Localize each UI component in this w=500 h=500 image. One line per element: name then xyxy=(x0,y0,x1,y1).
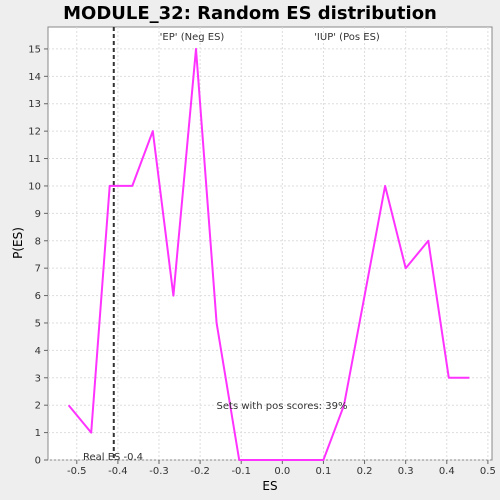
y-tick-label: 14 xyxy=(28,72,41,83)
x-tick-label: -0.1 xyxy=(231,466,251,477)
real-es-label: Real ES -0.4 xyxy=(83,452,143,463)
pos-es-label: 'IUP' (Pos ES) xyxy=(314,32,380,43)
x-tick-label: 0.0 xyxy=(274,466,290,477)
y-tick-label: 15 xyxy=(28,44,41,55)
y-tick-label: 2 xyxy=(35,401,41,412)
x-tick-label: 0.4 xyxy=(439,466,455,477)
y-tick-label: 0 xyxy=(35,456,41,467)
y-tick-label: 5 xyxy=(35,318,41,329)
neg-es-label: 'EP' (Neg ES) xyxy=(160,32,225,43)
x-tick-label: 0.2 xyxy=(357,466,373,477)
y-tick-label: 4 xyxy=(35,346,41,357)
y-tick-label: 6 xyxy=(35,291,41,302)
x-tick-label: -0.3 xyxy=(149,466,169,477)
x-tick-label: 0.1 xyxy=(315,466,331,477)
x-axis-label: ES xyxy=(262,479,277,493)
y-tick-label: 12 xyxy=(28,127,41,138)
y-tick-label: 1 xyxy=(35,428,41,439)
x-tick-label: -0.4 xyxy=(108,466,128,477)
y-axis-label: P(ES) xyxy=(11,227,25,259)
pos-scores-label: Sets with pos scores: 39% xyxy=(217,401,348,412)
y-tick-label: 10 xyxy=(28,181,41,192)
x-tick-label: -0.5 xyxy=(67,466,87,477)
chart-title: MODULE_32: Random ES distribution xyxy=(63,3,437,24)
y-tick-label: 13 xyxy=(28,99,41,110)
x-tick-label: -0.2 xyxy=(190,466,210,477)
y-tick-label: 11 xyxy=(28,154,41,165)
x-tick-label: 0.3 xyxy=(398,466,414,477)
y-tick-label: 7 xyxy=(35,264,41,275)
x-tick-label: 0.5 xyxy=(480,466,496,477)
y-tick-label: 9 xyxy=(35,209,41,220)
y-tick-label: 3 xyxy=(35,373,41,384)
y-tick-label: 8 xyxy=(35,236,41,247)
